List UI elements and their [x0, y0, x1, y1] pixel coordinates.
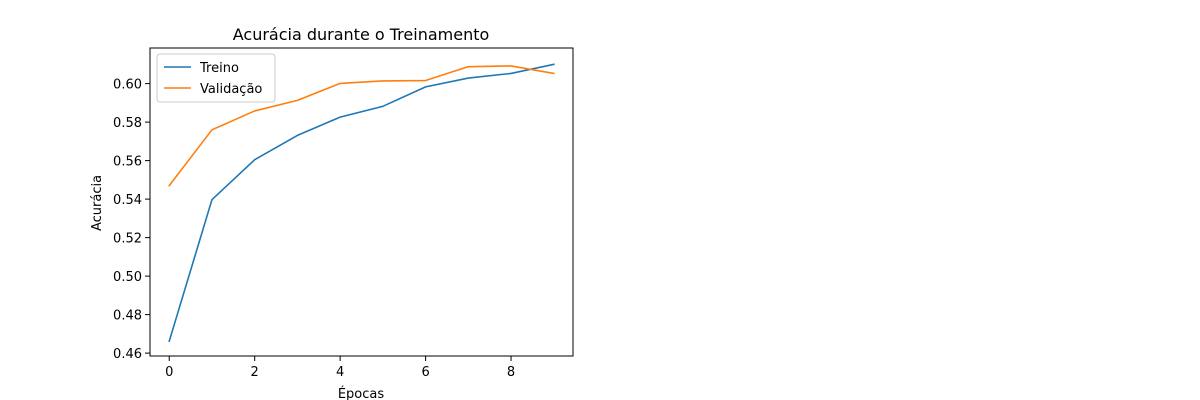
y-tick-label: 0.52	[113, 232, 142, 247]
x-tick-label: 4	[336, 365, 344, 380]
y-axis-label: Acurácia	[90, 175, 105, 231]
y-tick-label: 0.54	[113, 193, 142, 208]
y-tick-label: 0.56	[113, 155, 142, 170]
y-tick-label: 0.60	[113, 78, 142, 93]
chart-title: Acurácia durante o Treinamento	[233, 25, 490, 44]
y-tick-label: 0.58	[113, 116, 142, 131]
plot-area: 0 2 4 6 8 0.46 0.48 0.50 0.52 0.54 0.56 0.58 0.60 Tre…	[113, 53, 555, 380]
series-line-treino	[168, 63, 555, 343]
x-axis-label: Épocas	[338, 386, 385, 400]
x-tick-label: 0	[165, 365, 173, 380]
y-tick-label: 0.46	[113, 347, 142, 362]
legend: Treino Validação	[156, 53, 276, 103]
y-tick-label: 0.48	[113, 309, 142, 324]
x-tick-label: 8	[507, 365, 515, 380]
legend-label: Validação	[200, 82, 262, 97]
series-line-validacao	[168, 65, 555, 187]
y-tick-label: 0.50	[113, 270, 142, 285]
x-tick-label: 2	[251, 365, 259, 380]
x-tick-label: 6	[421, 365, 429, 380]
axes-frame	[149, 47, 574, 357]
legend-label: Treino	[199, 61, 239, 76]
legend-box	[156, 53, 276, 103]
